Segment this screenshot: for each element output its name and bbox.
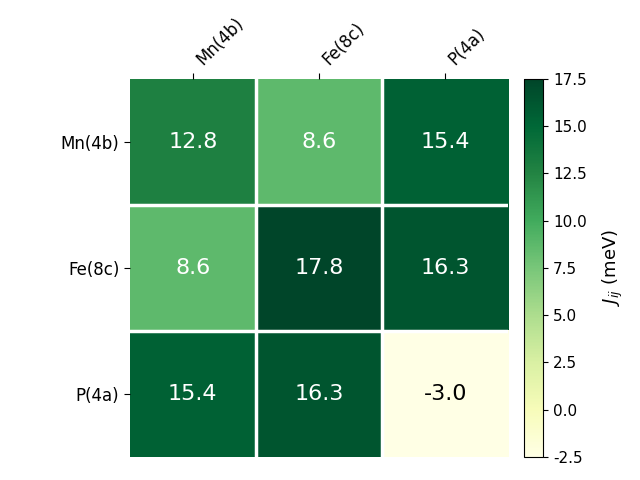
Text: 16.3: 16.3 (294, 384, 344, 404)
Text: 16.3: 16.3 (420, 258, 470, 278)
Text: 15.4: 15.4 (168, 384, 218, 404)
Text: 8.6: 8.6 (301, 132, 337, 152)
Text: 17.8: 17.8 (294, 258, 344, 278)
Text: 8.6: 8.6 (175, 258, 211, 278)
Y-axis label: $J_{ij}$ (meV): $J_{ij}$ (meV) (600, 229, 625, 306)
Text: -3.0: -3.0 (424, 384, 467, 404)
Text: 12.8: 12.8 (168, 132, 218, 152)
Text: 15.4: 15.4 (420, 132, 470, 152)
